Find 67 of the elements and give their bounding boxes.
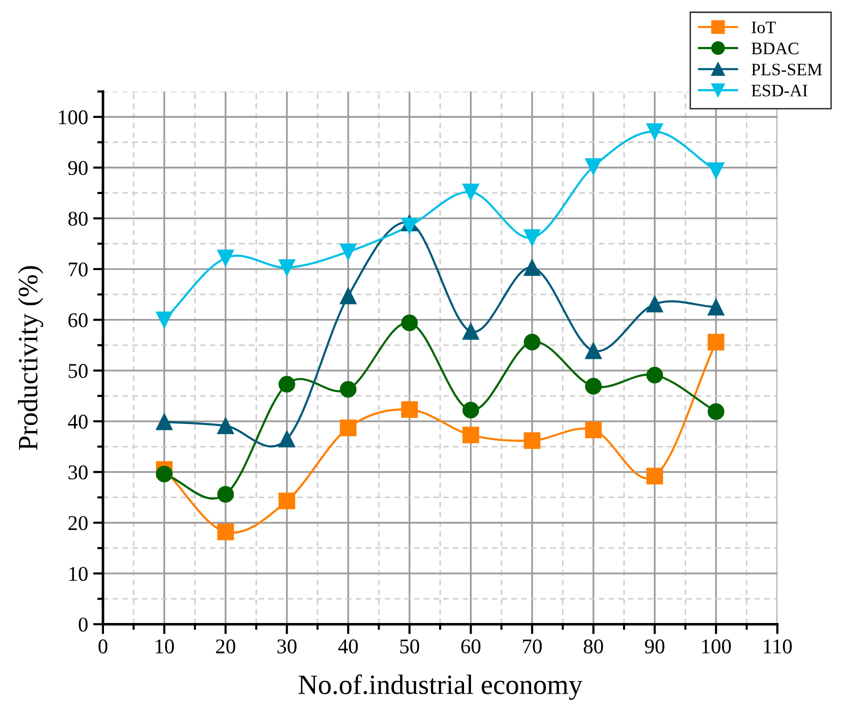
point	[585, 378, 602, 395]
point	[524, 334, 540, 350]
y-tick-label: 40	[68, 414, 88, 429]
point	[401, 314, 418, 332]
point	[524, 259, 540, 276]
point	[524, 229, 540, 246]
x-tick-label: 0	[98, 639, 108, 654]
legend-label: ESD-AI	[752, 84, 808, 96]
point	[156, 413, 173, 430]
point	[708, 162, 724, 179]
point	[340, 288, 357, 304]
point	[340, 420, 357, 436]
point	[462, 323, 480, 340]
y-tick-label: 60	[68, 313, 88, 328]
point	[401, 218, 418, 234]
x-tick-label: 50	[400, 639, 420, 654]
y-tick-label: 90	[68, 160, 88, 176]
x-tick-label: 10	[156, 639, 174, 654]
point	[217, 486, 234, 503]
point	[708, 334, 724, 350]
y-tick-label: 30	[68, 465, 88, 480]
y-axis-title: Productivity (%)	[18, 266, 44, 450]
point	[217, 418, 234, 434]
y-tick-label: 100	[58, 110, 88, 124]
point	[462, 402, 480, 418]
legend-label: IoT	[752, 22, 776, 34]
point	[278, 492, 296, 510]
point	[217, 524, 234, 540]
y-tick-label: 20	[68, 516, 88, 530]
point	[646, 366, 664, 384]
y-tick-label: 70	[68, 262, 88, 277]
x-axis-title: No.of.industrial economy	[298, 674, 582, 700]
point	[278, 259, 296, 276]
y-tick-label: 80	[68, 212, 88, 226]
point	[278, 430, 296, 448]
y-tick-label: 0	[78, 618, 88, 632]
point	[278, 376, 296, 393]
point	[401, 401, 418, 418]
point	[340, 243, 357, 260]
x-tick-label: 80	[584, 639, 604, 654]
point	[217, 250, 234, 266]
point	[646, 468, 664, 484]
point	[646, 296, 664, 312]
legend-label: PLS-SEM	[752, 64, 822, 76]
point	[646, 123, 664, 140]
point	[524, 432, 540, 449]
point	[585, 422, 602, 438]
y-tick-label: 10	[69, 566, 88, 581]
x-tick-label: 20	[216, 639, 236, 654]
point	[462, 426, 480, 444]
x-tick-label: 100	[702, 639, 731, 654]
point	[340, 380, 357, 398]
x-tick-label: 40	[338, 639, 358, 654]
x-tick-label: 90	[644, 639, 664, 654]
point	[708, 403, 724, 420]
legend-label: BDAC	[752, 42, 798, 54]
x-tick-label: 70	[523, 639, 542, 654]
y-tick-label: 50	[68, 364, 88, 378]
point	[156, 466, 173, 482]
x-tick-label: 110	[764, 639, 792, 654]
point	[585, 342, 602, 360]
point	[708, 298, 724, 316]
x-tick-label: 30	[277, 639, 297, 654]
point	[462, 184, 480, 200]
point	[156, 311, 173, 328]
point	[585, 158, 602, 175]
x-tick-label: 60	[461, 639, 480, 654]
